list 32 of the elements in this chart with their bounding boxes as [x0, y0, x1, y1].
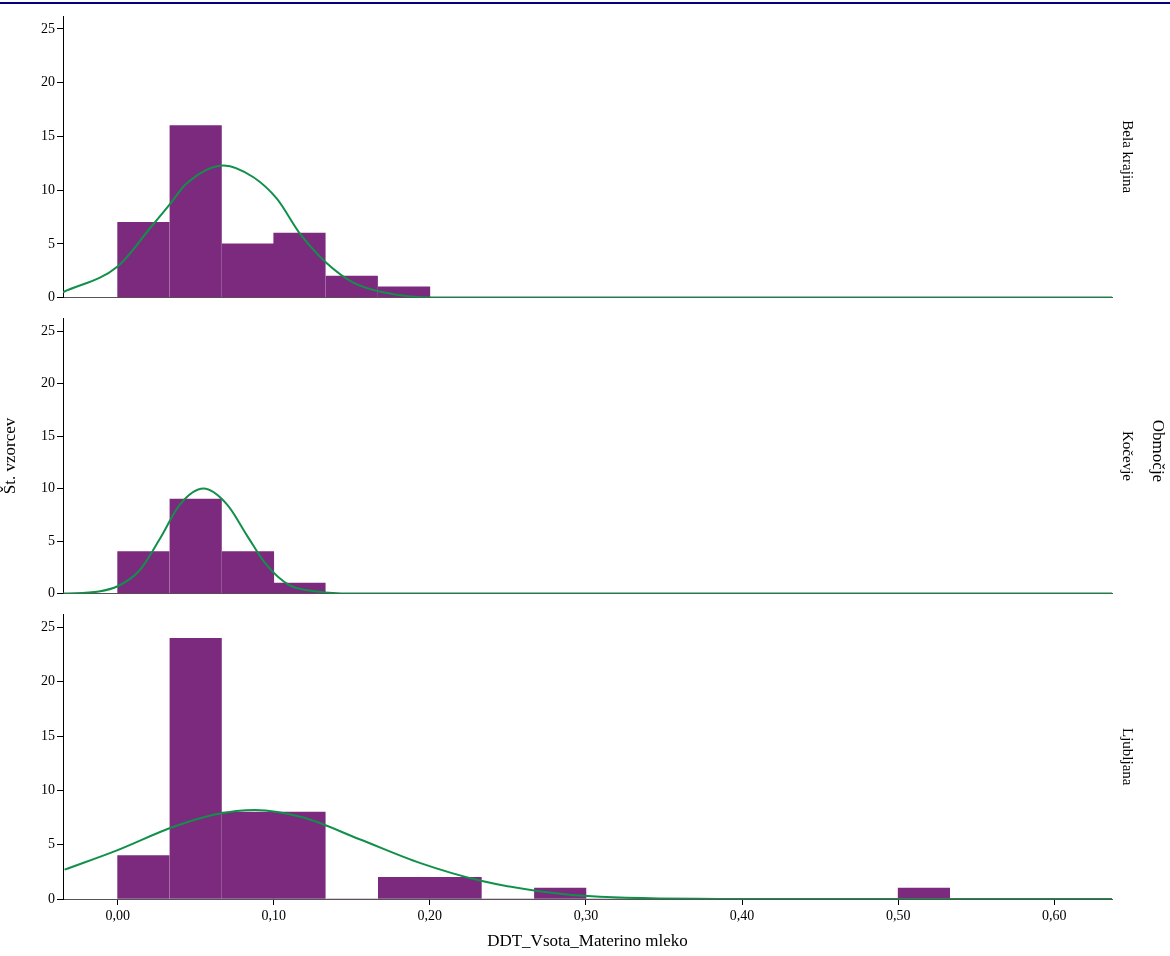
y-axis-title: Št. vzorcev — [0, 417, 19, 495]
y-tick-label: 0 — [48, 289, 55, 305]
x-tick-label: 0,00 — [105, 908, 130, 924]
x-tick-label: 0,20 — [417, 908, 443, 924]
y-tick-label: 25 — [41, 20, 55, 36]
y-tick-label: 25 — [41, 619, 55, 635]
y-tick-label: 20 — [41, 673, 55, 689]
y-tick-label: 0 — [48, 585, 55, 601]
y-tick-label: 10 — [41, 181, 55, 197]
y-tick-label: 10 — [41, 480, 55, 496]
x-tick-label: 0,10 — [261, 908, 286, 924]
y-tick-label: 15 — [41, 427, 55, 443]
y-tick-label: 20 — [41, 74, 55, 90]
x-axis-title: DDT_Vsota_Materino mleko — [487, 931, 688, 951]
y-tick-label: 15 — [41, 727, 55, 743]
y-tick-label: 5 — [48, 235, 55, 251]
line-series — [63, 808, 1112, 899]
x-tick-label: 0,30 — [573, 908, 599, 924]
x-tick-label: 0,40 — [729, 908, 755, 924]
y-tick-label: 10 — [41, 782, 55, 798]
y2-axis-title: Kočevje — [1120, 431, 1137, 482]
y-tick-label: 5 — [48, 836, 55, 852]
x-tick-label: 0,50 — [885, 908, 911, 924]
y-tick-label: 20 — [41, 375, 55, 391]
x-tick-label: 0,60 — [1041, 908, 1067, 924]
y2-axis-title: Bela krajina — [1120, 120, 1137, 194]
y-tick-label: 25 — [41, 322, 55, 338]
y-tick-label: 0 — [48, 890, 55, 906]
y2-axis-title: Ljubljana — [1120, 727, 1137, 786]
text: Območje — [1148, 419, 1168, 483]
y-tick-label: 15 — [41, 128, 55, 144]
y-tick-label: 5 — [48, 532, 55, 548]
